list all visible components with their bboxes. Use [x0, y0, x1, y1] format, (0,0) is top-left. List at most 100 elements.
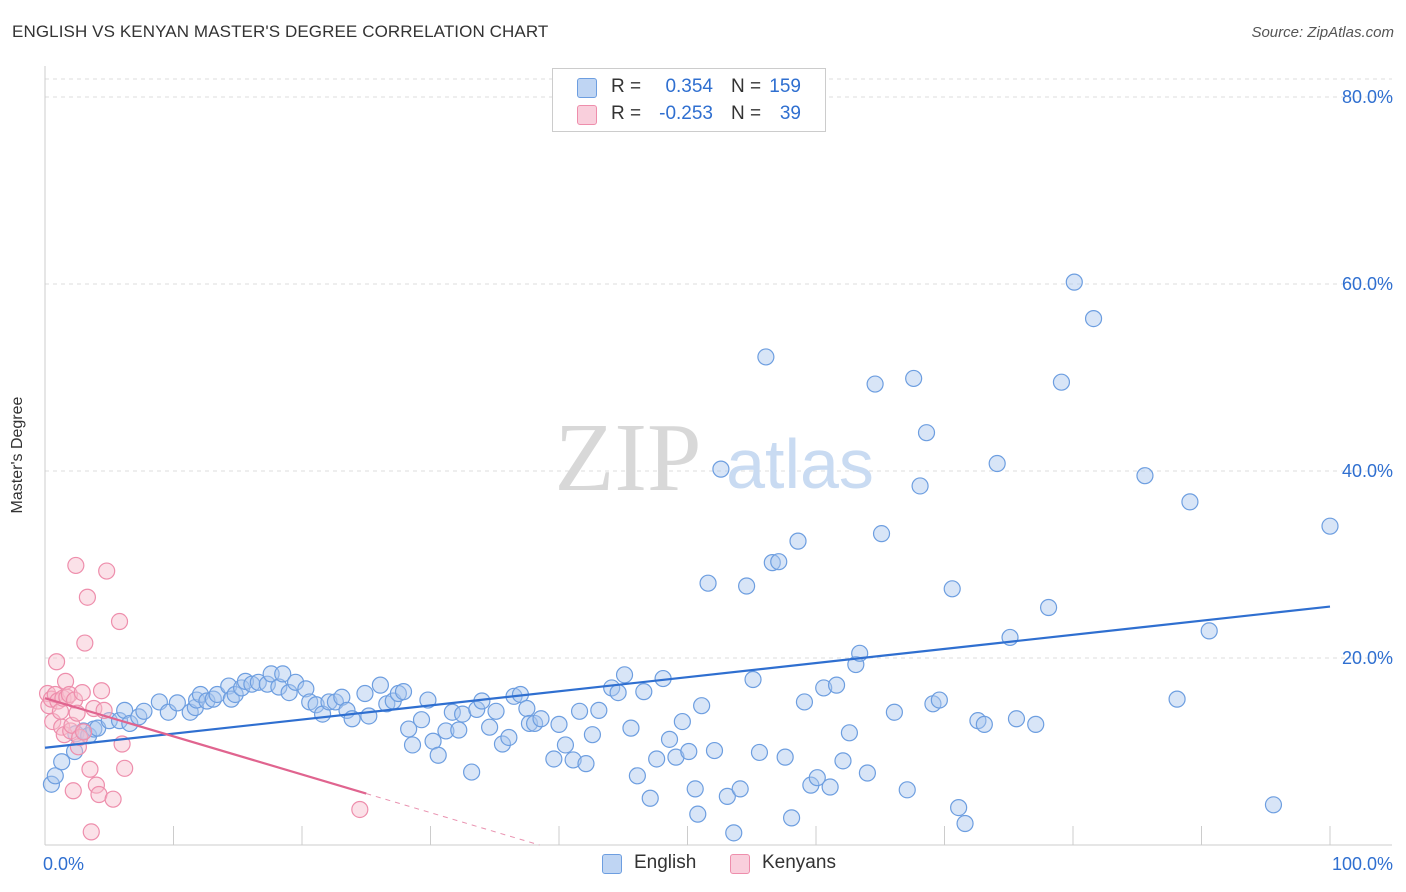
kenyan-trend-line: [44, 697, 367, 795]
n-label: N =: [731, 76, 762, 97]
english-point: [42, 775, 61, 793]
english-point: [917, 424, 936, 442]
y-tick-label: 80.0%: [1342, 87, 1393, 107]
english-point: [956, 814, 974, 833]
english-point: [834, 752, 852, 770]
watermark: ZIP atlas: [555, 404, 874, 512]
english-point: [556, 736, 575, 754]
english-point: [1200, 622, 1218, 640]
english-point: [320, 693, 338, 711]
kenyans-label: Kenyans: [762, 852, 836, 873]
r-label: R =: [611, 76, 642, 97]
english-point: [738, 577, 756, 595]
english-point: [450, 721, 468, 739]
english-point: [487, 702, 505, 720]
english-point: [135, 702, 153, 720]
english-point: [641, 789, 659, 807]
english-point: [840, 724, 859, 742]
english-label: English: [634, 852, 697, 873]
english-point: [1052, 373, 1071, 391]
english-point: [821, 778, 839, 796]
english-point: [660, 730, 679, 748]
english-point: [885, 703, 903, 721]
stats-legend: R = 0.354 N = 159 R = -0.253 N = 39: [552, 68, 826, 132]
n-value: 159: [769, 76, 801, 97]
english-point: [429, 746, 447, 764]
english-point: [622, 719, 640, 737]
y-tick-label: 60.0%: [1342, 274, 1393, 294]
english-point: [789, 532, 807, 550]
english-point: [866, 375, 884, 393]
english-point: [975, 715, 993, 733]
english-point: [518, 699, 536, 718]
english-point: [159, 703, 177, 721]
english-point: [648, 750, 666, 768]
english-point: [731, 780, 749, 798]
kenyan-point: [76, 634, 94, 652]
english-point: [198, 692, 216, 710]
english-point: [827, 676, 846, 694]
english-point: [1007, 710, 1026, 728]
n-value: 39: [779, 103, 801, 124]
english-point: [1065, 273, 1083, 291]
english-point: [750, 743, 769, 762]
tick-labels: 20.0% 40.0% 60.0% 80.0% 0.0% 100.0%: [43, 87, 1393, 874]
english-trend-line: [44, 605, 1331, 749]
y-tick-label: 20.0%: [1342, 648, 1393, 668]
kenyan-point: [78, 588, 97, 606]
english-point: [500, 728, 518, 747]
english-point: [699, 574, 717, 592]
english-point: [493, 735, 512, 753]
english-point: [635, 683, 653, 701]
watermark-atlas: atlas: [726, 425, 874, 503]
source-label: Source: ZipAtlas.com: [1251, 24, 1394, 41]
english-point: [226, 685, 244, 704]
english-point: [943, 580, 961, 598]
english-point: [437, 722, 455, 740]
x-tick-label: 100.0%: [1332, 854, 1393, 874]
english-point: [463, 763, 481, 781]
english-point: [550, 715, 568, 733]
english-point: [628, 767, 646, 785]
english-point: [577, 755, 595, 773]
english-point: [686, 780, 704, 798]
english-point: [905, 369, 923, 388]
english-point: [950, 798, 968, 817]
english-point: [545, 750, 563, 768]
english-point: [532, 710, 550, 728]
english-point: [847, 655, 865, 674]
x-tick-label: 0.0%: [43, 854, 84, 874]
english-point: [356, 684, 374, 703]
english-point: [615, 666, 634, 684]
english-point: [609, 683, 627, 702]
english-point: [570, 702, 589, 720]
chart-title: ENGLISH VS KENYAN MASTER'S DEGREE CORREL…: [12, 22, 549, 41]
english-point: [744, 670, 762, 689]
english-point: [168, 694, 186, 712]
kenyan-point: [110, 612, 129, 631]
english-point: [286, 673, 305, 691]
kenyan-swatch: [577, 105, 597, 125]
english-point: [776, 748, 794, 766]
english-point: [116, 701, 134, 719]
n-label: N =: [731, 103, 762, 124]
english-point: [419, 691, 437, 709]
english-point: [782, 809, 801, 827]
english-point: [360, 707, 378, 725]
kenyan-point: [104, 790, 122, 808]
english-point: [1181, 493, 1199, 511]
english-points: [42, 273, 1339, 842]
kenyan-point: [67, 556, 85, 575]
kenyan-point: [82, 823, 100, 841]
english-point: [815, 679, 833, 697]
english-point: [307, 696, 325, 714]
english-point: [481, 718, 499, 736]
english-point: [757, 348, 775, 366]
kenyan-point: [92, 682, 111, 700]
kenyan-point: [74, 723, 93, 741]
y-tick-label: 40.0%: [1342, 461, 1393, 481]
r-value: -0.253: [659, 103, 713, 124]
english-point: [400, 720, 418, 738]
english-point: [858, 764, 877, 782]
